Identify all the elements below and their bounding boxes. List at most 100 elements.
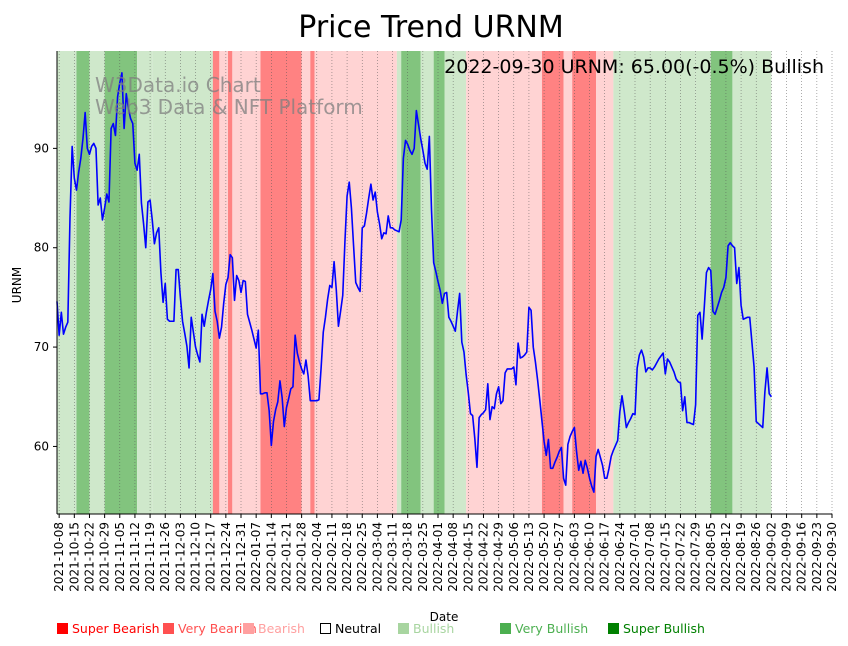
x-tick-label: 2022-09-09	[780, 522, 794, 592]
x-tick-label: 2022-05-27	[552, 522, 566, 592]
x-tick-label: 2022-09-16	[795, 522, 809, 592]
sentiment-bands	[57, 51, 772, 514]
x-tick-label: 2021-11-05	[113, 522, 127, 592]
legend-swatch	[500, 623, 511, 634]
x-tick-label: 2021-11-26	[158, 522, 172, 592]
x-tick-label: 2021-11-19	[143, 522, 157, 592]
x-tick-label: 2022-07-29	[689, 522, 703, 592]
sentiment-band-bearish	[232, 51, 261, 514]
x-tick-label: 2022-06-10	[583, 522, 597, 592]
x-tick-label: 2021-10-08	[52, 522, 66, 592]
x-tick-label: 2022-01-21	[279, 522, 293, 592]
x-tick-label: 2022-07-01	[628, 522, 642, 592]
sentiment-band-very-bearish	[541, 51, 564, 514]
x-tick-label: 2022-02-04	[310, 522, 324, 592]
sentiment-band-bullish	[732, 51, 772, 514]
legend-label: Bearish	[258, 621, 305, 636]
x-tick-label: 2022-07-15	[658, 522, 672, 592]
x-axis-ticks: 2021-10-08 2021-10-15 2021-10-22 2021-10-29…	[52, 514, 839, 592]
legend-item-bearish: Bearish	[243, 621, 305, 636]
x-tick-label: 2022-09-02	[764, 522, 778, 592]
x-tick-label: 2022-06-17	[598, 522, 612, 592]
x-tick-label: 2022-03-25	[416, 522, 430, 592]
sentiment-band-bullish	[57, 51, 64, 514]
x-tick-label: 2022-08-19	[734, 522, 748, 592]
x-tick-label: 2022-08-12	[719, 522, 733, 592]
sentiment-band-very-bearish	[212, 51, 220, 514]
axes	[56, 51, 832, 515]
sentiment-band-bullish	[613, 51, 696, 514]
legend-swatch	[398, 623, 409, 634]
legend-label: Very Bearish	[178, 621, 257, 636]
x-tick-label: 2022-07-08	[643, 522, 657, 592]
x-tick-label: 2022-04-15	[461, 522, 475, 592]
sentiment-band-bullish	[137, 51, 153, 514]
sentiment-band-bearish	[563, 51, 573, 514]
legend-item-very-bullish: Very Bullish	[500, 621, 588, 636]
x-tick-label: 2022-02-25	[355, 522, 369, 592]
legend-label: Very Bullish	[515, 621, 589, 636]
x-tick-label: 2021-12-17	[204, 522, 218, 592]
x-tick-label: 2021-12-24	[219, 522, 233, 592]
x-tick-label: 2022-04-08	[446, 522, 460, 592]
status-annotation: 2022-09-30 URNM: 65.00(-0.5%) Bullish	[444, 56, 824, 78]
x-tick-label: 2022-03-04	[370, 522, 384, 592]
legend-label: Super Bearish	[72, 621, 160, 636]
price-line	[56, 72, 773, 493]
x-tick-label: 2021-10-29	[98, 522, 112, 592]
x-tick-label: 2022-05-06	[507, 522, 521, 592]
x-tick-label: 2022-09-30	[825, 522, 839, 592]
legend-label: Neutral	[335, 621, 382, 636]
x-tick-label: 2022-04-29	[492, 522, 506, 592]
y-tick-label: 90	[34, 141, 49, 155]
sentiment-band-very-bullish	[76, 51, 90, 514]
sentiment-band-bullish	[396, 51, 402, 514]
sentiment-band-very-bullish	[104, 51, 138, 514]
x-tick-label: 2022-05-13	[522, 522, 536, 592]
sentiment-band-very-bullish	[710, 51, 733, 514]
x-tick-label: 2021-12-10	[189, 522, 203, 592]
x-tick-label: 2022-05-20	[537, 522, 551, 592]
x-tick-label: 2022-04-22	[476, 522, 490, 592]
sentiment-band-very-bullish	[401, 51, 421, 514]
y-axis-label: URNM	[10, 267, 24, 303]
watermark-line-2: Web3 Data & NFT Platform	[95, 95, 363, 119]
sentiment-band-bullish	[695, 51, 711, 514]
sentiment-band-very-bearish	[310, 51, 315, 514]
x-tick-label: 2022-06-03	[567, 522, 581, 592]
legend-swatch	[163, 623, 174, 634]
vertical-gridlines	[58, 51, 833, 514]
x-tick-label: 2022-07-22	[673, 522, 687, 592]
x-tick-label: 2022-03-11	[386, 522, 400, 592]
sentiment-band-bearish	[301, 51, 311, 514]
legend-swatch	[243, 623, 254, 634]
legend-swatch	[608, 623, 619, 634]
x-tick-label: 2022-01-14	[264, 522, 278, 592]
x-axis-label: Date	[430, 610, 459, 624]
x-tick-label: 2021-10-15	[67, 522, 81, 592]
y-tick-label: 80	[34, 241, 49, 255]
y-axis-ticks: 60 70 80 90	[34, 141, 57, 453]
sentiment-band-bullish	[89, 51, 105, 514]
sentiment-band-very-bullish	[433, 51, 445, 514]
x-tick-label: 2021-12-31	[234, 522, 248, 592]
x-tick-label: 2021-12-03	[173, 522, 187, 592]
x-tick-label: 2022-06-24	[613, 522, 627, 592]
x-tick-label: 2022-09-23	[810, 522, 824, 592]
legend-item-neutral: Neutral	[320, 621, 381, 636]
x-tick-label: 2021-11-12	[128, 522, 142, 592]
x-tick-label: 2022-08-26	[749, 522, 763, 592]
legend-item-super-bullish: Super Bullish	[608, 621, 705, 636]
y-tick-label: 70	[34, 340, 49, 354]
legend-swatch	[320, 623, 331, 634]
x-tick-label: 2021-10-22	[82, 522, 96, 592]
x-tick-label: 2022-04-01	[431, 522, 445, 592]
legend-label: Bullish	[413, 621, 455, 636]
legend-label: Super Bullish	[623, 621, 705, 636]
x-tick-label: 2022-01-07	[249, 522, 263, 592]
sentiment-band-bullish	[444, 51, 467, 514]
legend-item-very-bearish: Very Bearish	[163, 621, 257, 636]
legend-item-bullish: Bullish	[398, 621, 454, 636]
x-tick-label: 2022-01-28	[295, 522, 309, 592]
